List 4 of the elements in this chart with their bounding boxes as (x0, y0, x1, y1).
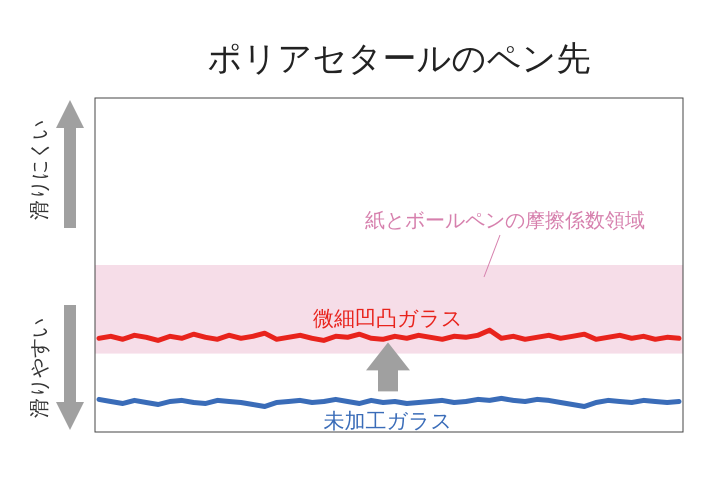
annotation: 滑りやすい (27, 318, 51, 418)
annotation: 滑りにくい (27, 120, 51, 220)
title: ポリアセタールのペン先 (208, 39, 590, 79)
band-label: 紙とボールペンの摩擦係数領域 (365, 208, 645, 232)
